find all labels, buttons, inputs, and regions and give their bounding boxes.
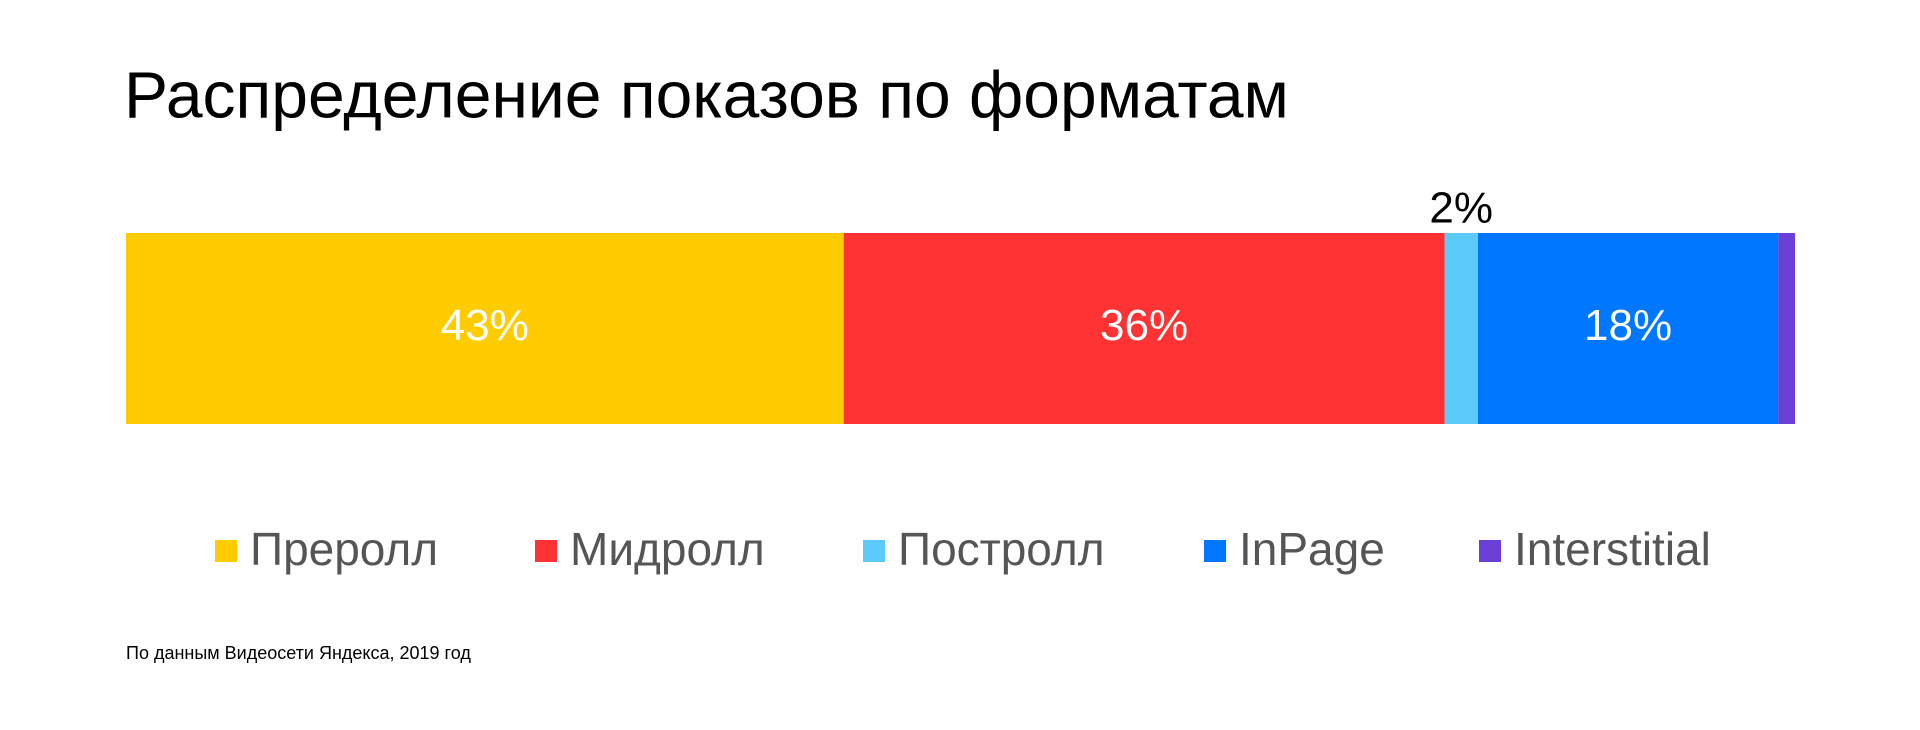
legend-label: Постролл bbox=[898, 523, 1105, 575]
bar-segment bbox=[126, 233, 844, 424]
bar-segment bbox=[843, 233, 1445, 424]
value-label: 2% bbox=[1429, 184, 1493, 233]
legend-label: Interstitial bbox=[1514, 523, 1711, 575]
legend-swatch bbox=[1204, 540, 1226, 562]
bar-segment bbox=[1477, 233, 1779, 424]
legend-label: Мидролл bbox=[570, 523, 765, 575]
source-note: По данным Видеосети Яндекса, 2019 год bbox=[126, 643, 471, 663]
value-label: 36% bbox=[1100, 301, 1188, 350]
value-label: 43% bbox=[441, 301, 529, 350]
legend-swatch bbox=[535, 540, 557, 562]
bar-segment bbox=[1778, 233, 1795, 424]
legend-swatch bbox=[863, 540, 885, 562]
legend-label: InPage bbox=[1239, 523, 1385, 575]
bar-segment bbox=[1444, 233, 1478, 424]
legend-swatch bbox=[1479, 540, 1501, 562]
chart-title: Распределение показов по форматам bbox=[124, 57, 1289, 131]
value-label: 18% bbox=[1584, 301, 1672, 350]
legend-label: Преролл bbox=[250, 523, 438, 575]
legend-swatch bbox=[215, 540, 237, 562]
